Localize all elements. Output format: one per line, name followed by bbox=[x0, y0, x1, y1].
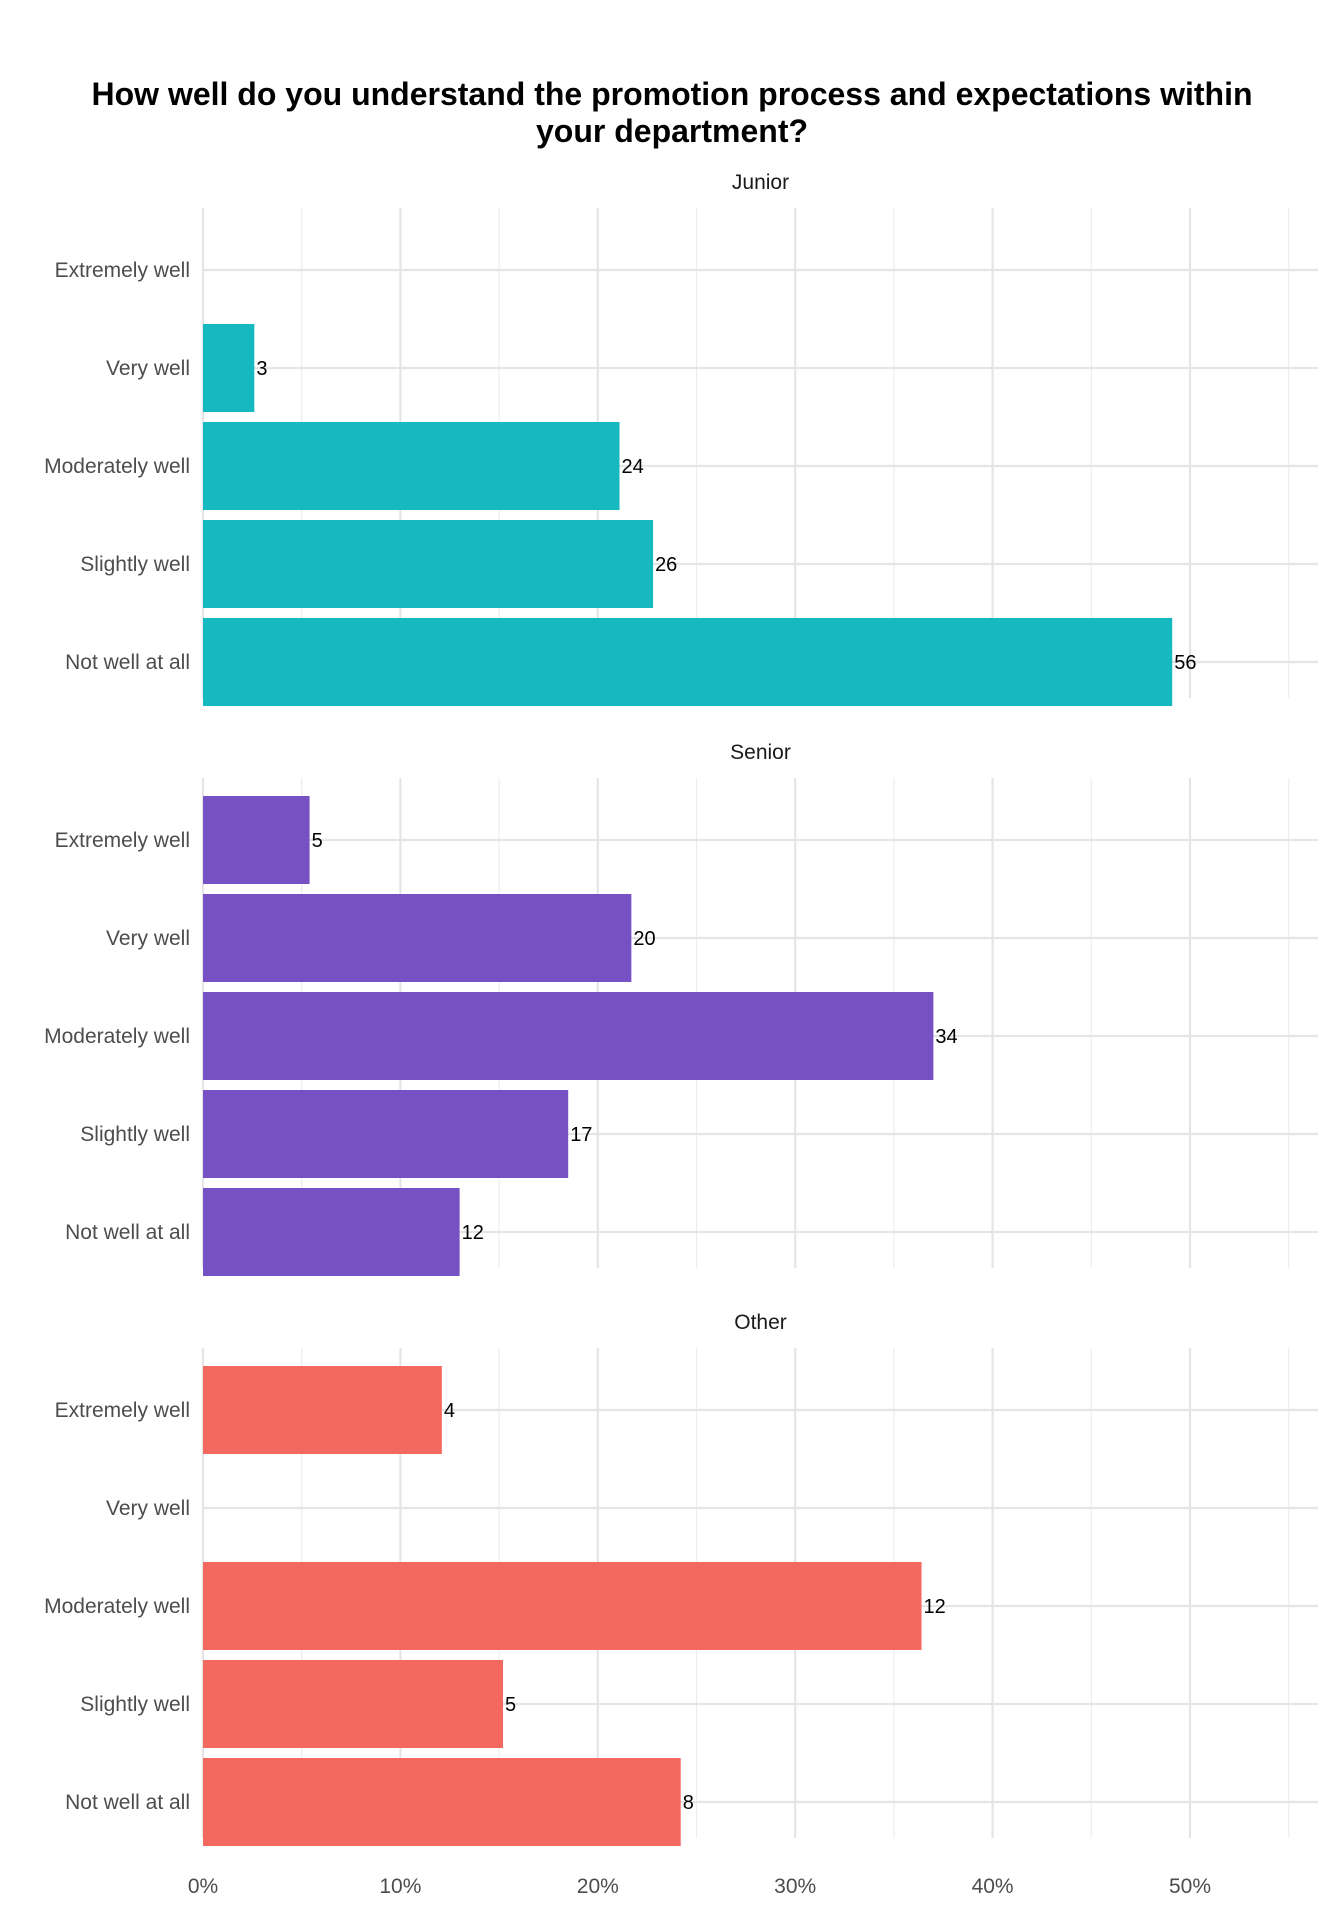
bar-senior-slightly-well bbox=[203, 1090, 569, 1178]
bar-junior-slightly-well bbox=[203, 520, 654, 608]
category-label: Very well bbox=[106, 927, 190, 950]
bar-senior-moderately-well bbox=[203, 992, 934, 1080]
bar-value-label: 5 bbox=[312, 830, 323, 852]
bar-value-label: 26 bbox=[655, 554, 677, 576]
bar-junior-very-well bbox=[203, 324, 255, 412]
x-axis: 0% 10% 20% 30% 40% 50% bbox=[188, 1875, 1211, 1898]
category-label: Extremely well bbox=[55, 829, 190, 852]
panel-senior: Senior 5 Extremely well 20 Very well 34 Modera… bbox=[44, 741, 1318, 1276]
category-label: Extremely well bbox=[55, 259, 190, 282]
category-label: Slightly well bbox=[80, 1123, 190, 1146]
bar-value-label: 12 bbox=[462, 1222, 484, 1244]
bar-value-label: 12 bbox=[924, 1596, 946, 1618]
bar-other-extremely-well bbox=[203, 1366, 442, 1454]
panel-strip-label: Other bbox=[734, 1311, 787, 1334]
bar-other-slightly-well bbox=[203, 1660, 504, 1748]
chart-title-line-1: How well do you understand the promotion… bbox=[92, 76, 1253, 112]
bar-senior-not-well-at-all bbox=[203, 1188, 460, 1276]
x-tick-label: 50% bbox=[1169, 1875, 1211, 1898]
bar-value-label: 20 bbox=[633, 928, 655, 950]
bar-value-label: 4 bbox=[444, 1400, 455, 1422]
chart-title: How well do you understand the promotion… bbox=[92, 76, 1253, 149]
panel-strip-label: Junior bbox=[732, 171, 789, 194]
category-label: Extremely well bbox=[55, 1399, 190, 1422]
chart-title-line-2: your department? bbox=[536, 113, 808, 149]
category-label: Not well at all bbox=[65, 651, 190, 674]
panel-junior: Junior Extremely well 3 Very well 24 Moderate… bbox=[44, 171, 1318, 706]
bar-value-label: 17 bbox=[570, 1124, 592, 1146]
category-label: Very well bbox=[106, 1497, 190, 1520]
category-label: Very well bbox=[106, 357, 190, 380]
x-tick-label: 20% bbox=[577, 1875, 619, 1898]
bar-junior-not-well-at-all bbox=[203, 618, 1173, 706]
bar-senior-very-well bbox=[203, 894, 632, 982]
category-label: Not well at all bbox=[65, 1791, 190, 1814]
category-label: Not well at all bbox=[65, 1221, 190, 1244]
bar-value-label: 5 bbox=[505, 1694, 516, 1716]
panel-strip-label: Senior bbox=[730, 741, 791, 764]
bar-value-label: 56 bbox=[1174, 652, 1196, 674]
x-tick-label: 30% bbox=[774, 1875, 816, 1898]
x-tick-label: 0% bbox=[188, 1875, 218, 1898]
bar-junior-moderately-well bbox=[203, 422, 620, 510]
bar-other-not-well-at-all bbox=[203, 1758, 681, 1846]
category-label: Slightly well bbox=[80, 1693, 190, 1716]
x-tick-label: 10% bbox=[379, 1875, 421, 1898]
category-label: Moderately well bbox=[44, 1595, 190, 1618]
category-label: Slightly well bbox=[80, 553, 190, 576]
panel-other: Other 4 Extremely well Very well 12 Moderatel… bbox=[44, 1311, 1318, 1846]
bar-value-label: 34 bbox=[935, 1026, 957, 1048]
bar-other-moderately-well bbox=[203, 1562, 922, 1650]
category-label: Moderately well bbox=[44, 1025, 190, 1048]
bar-value-label: 8 bbox=[683, 1792, 694, 1814]
category-label: Moderately well bbox=[44, 455, 190, 478]
bar-senior-extremely-well bbox=[203, 796, 310, 884]
bar-value-label: 3 bbox=[256, 358, 267, 380]
chart-panels: Junior Extremely well 3 Very well 24 Moderate… bbox=[44, 171, 1318, 1846]
bar-value-label: 24 bbox=[622, 456, 644, 478]
x-tick-label: 40% bbox=[972, 1875, 1014, 1898]
